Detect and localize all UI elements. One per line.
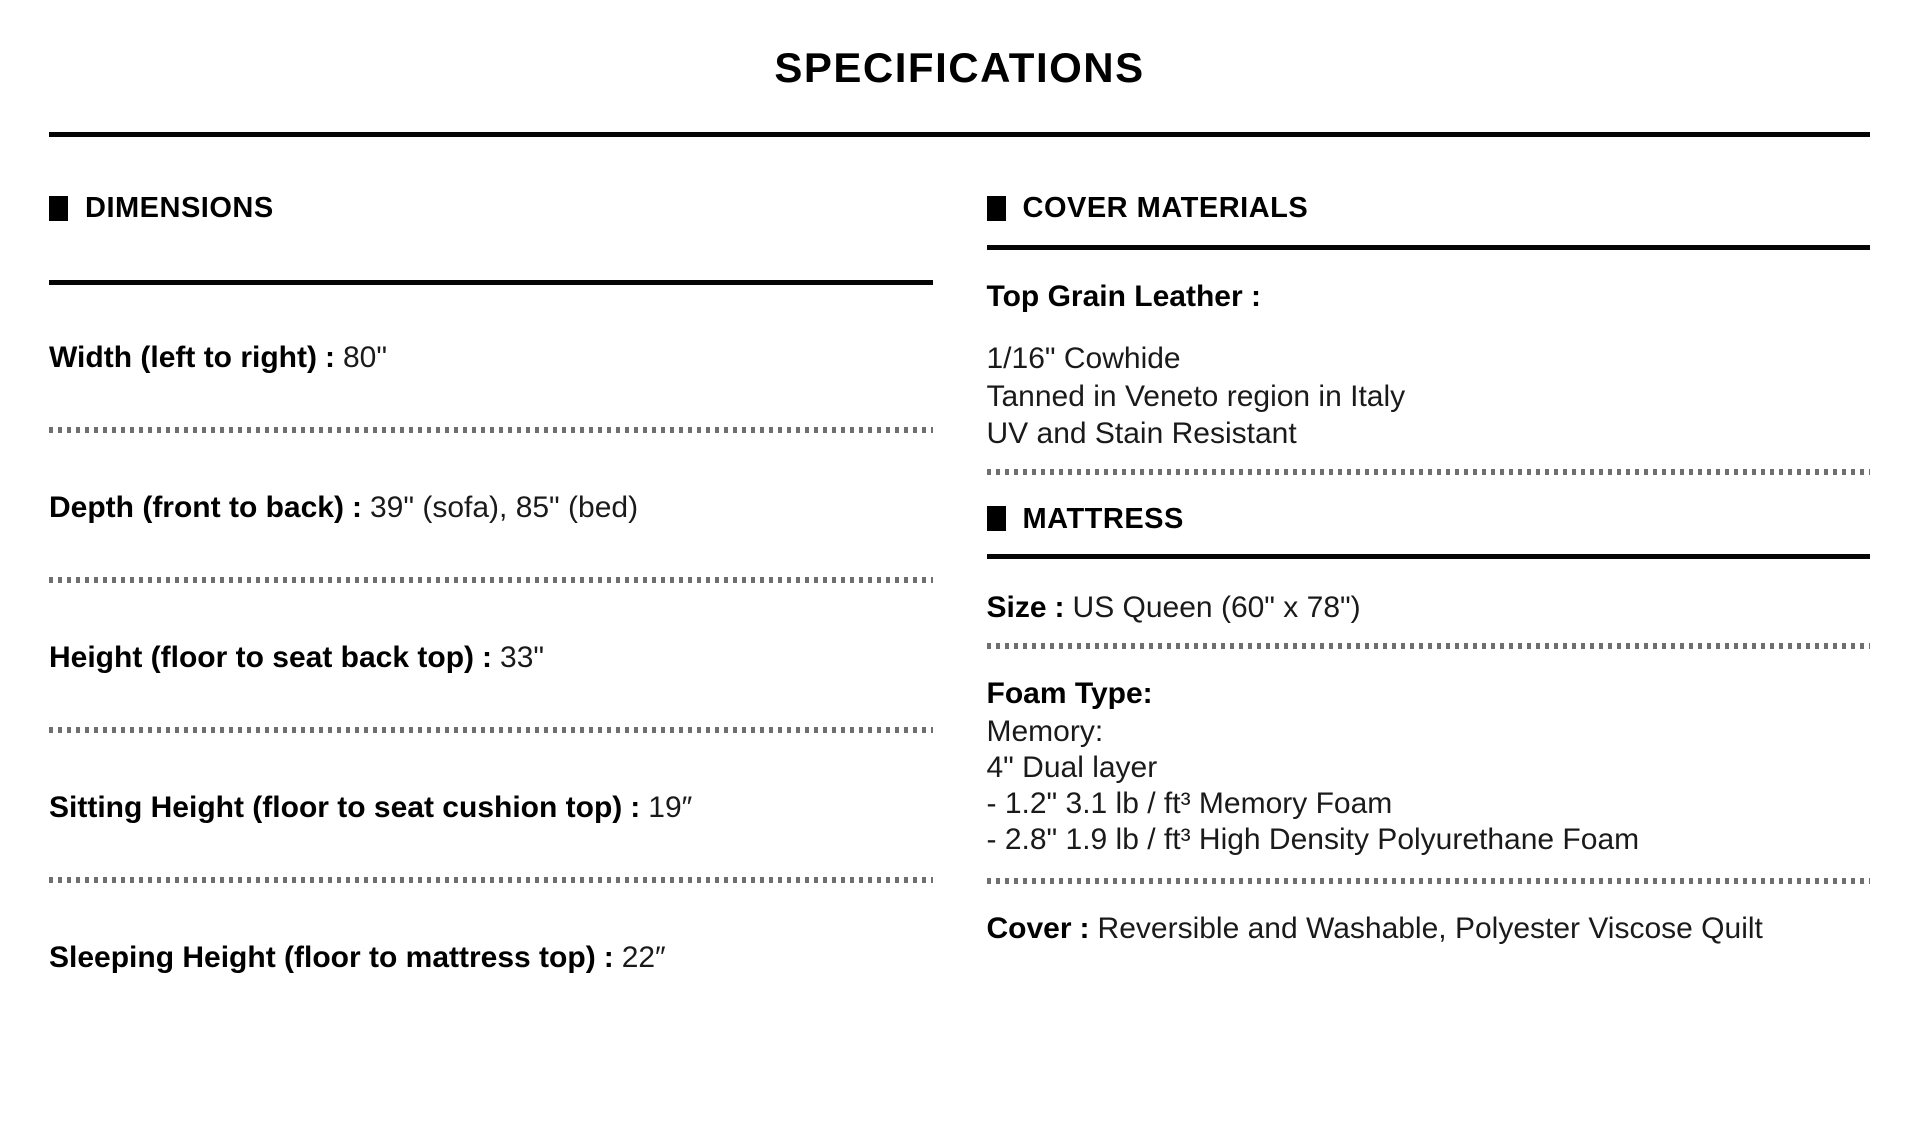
size-value: US Queen (60" x 78") [1072,590,1361,624]
dimension-row-width: Width (left to right):80" [49,341,933,375]
label-colon: : [324,341,335,374]
page-title: SPECIFICATIONS [774,44,1145,91]
cover-value: Reversible and Washable, Polyester Visco… [1097,911,1763,945]
mattress-cover-row: Cover: Reversible and Washable, Polyester… [987,912,1871,946]
mattress-header-label: MATTRESS [1022,502,1184,535]
foam-details: Memory: 4" Dual layer - 1.2" 3.1 lb / ft… [987,714,1871,858]
right-column: COVER MATERIALS Top Grain Leather : 1/16… [986,137,1871,975]
cover-materials-header-label: COVER MATERIALS [1022,192,1309,224]
dimension-label: Sleeping Height (floor to mattress top) [49,941,596,974]
foam-detail-line: 4" Dual layer [986,750,1158,784]
foam-type-label: Foam Type: [987,677,1871,711]
dimensions-section: DIMENSIONS Width (left to right):80" Dep… [49,137,933,975]
dimension-row-sitting-height: Sitting Height (floor to seat cushion to… [49,791,933,825]
foam-detail-line: - 1.2" 3.1 lb / ft³ Memory Foam [986,786,1393,820]
square-bullet-icon [986,195,1006,221]
dotted-divider [49,877,933,883]
size-label: Size [986,590,1047,624]
dimension-label: Sitting Height (floor to seat cushion to… [49,791,623,824]
label-colon: : [351,491,362,524]
dotted-divider [49,577,933,583]
mattress-header-divider [986,553,1870,559]
leather-detail-line: 1/16" Cowhide [986,342,1181,375]
cover-materials-header-divider [986,245,1870,250]
dimension-value: 39" (sofa), 85" (bed) [369,491,639,524]
label-colon: : [482,641,493,674]
leather-detail-line: Tanned in Veneto region in Italy [986,379,1406,413]
label-colon: : [1079,911,1090,945]
dimension-row-sleeping-height: Sleeping Height (floor to mattress top):… [49,941,933,975]
mattress-size-row: Size: US Queen (60" x 78") [987,591,1871,625]
leather-heading: Top Grain Leather : [986,280,1261,313]
dotted-divider [986,468,1870,475]
dotted-divider [49,427,933,433]
spec-columns: DIMENSIONS Width (left to right):80" Dep… [49,137,1870,975]
label-colon: : [1054,590,1065,624]
cover-materials-header: COVER MATERIALS [986,192,1871,224]
dimension-value: 33" [500,641,545,674]
foam-detail-line: Memory: [986,714,1104,748]
square-bullet-icon [49,195,68,221]
label-colon: : [630,791,641,824]
square-bullet-icon [986,506,1006,531]
dimension-label: Depth (front to back) [49,491,344,524]
dimensions-header: DIMENSIONS [49,193,933,223]
leather-detail-line: UV and Stain Resistant [986,417,1297,450]
spec-sheet: SPECIFICATIONS DIMENSIONS Width (left to… [0,44,1920,975]
dimension-row-depth: Depth (front to back):39" (sofa), 85" (b… [49,491,933,525]
dotted-divider [49,727,933,733]
cover-label: Cover [986,911,1072,945]
leather-details: 1/16" Cowhide Tanned in Veneto region in… [987,340,1871,453]
dimension-value: 22″ [621,941,666,974]
foam-label-text: Foam Type [986,676,1143,710]
title-divider [49,132,1870,137]
dotted-divider [986,877,1870,884]
dimension-row-height: Height (floor to seat back top):33" [49,641,933,675]
label-colon: : [1142,676,1153,710]
dimensions-header-label: DIMENSIONS [85,192,274,224]
dimension-value: 80" [342,341,388,374]
dimension-label: Width (left to right) [49,341,317,374]
dimensions-header-divider [49,280,933,285]
foam-detail-line: - 2.8" 1.9 lb / ft³ High Density Polyure… [986,822,1640,856]
dotted-divider [986,642,1870,649]
label-colon: : [603,941,614,974]
dimension-value: 19″ [648,791,693,824]
dimension-label: Height (floor to seat back top) [49,641,475,674]
mattress-header: MATTRESS [986,502,1871,535]
